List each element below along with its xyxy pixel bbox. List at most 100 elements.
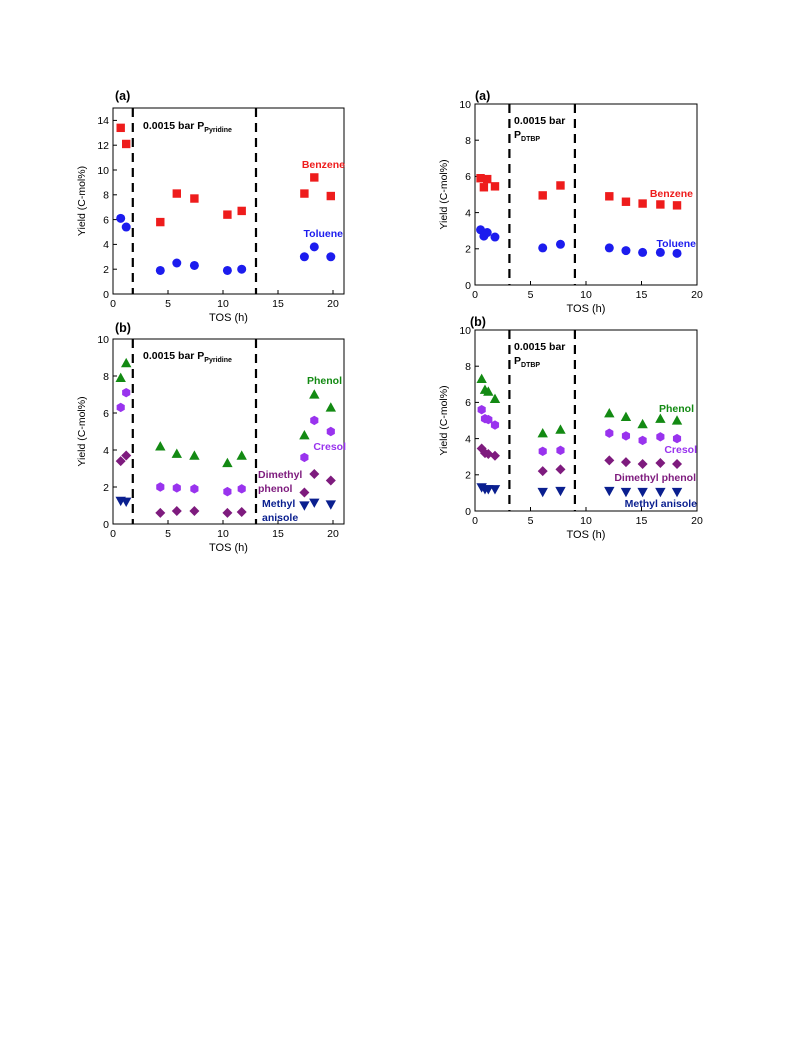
- data-point-toluene: [672, 248, 682, 258]
- data-point-phenol: [325, 402, 336, 412]
- series-label-dimethyl-phenol: phenol: [258, 483, 292, 495]
- series-cresol: [477, 404, 682, 456]
- panel-label: (a): [115, 89, 130, 103]
- data-point-cresol: [310, 415, 319, 426]
- data-point-dimethyl-phenol: [189, 506, 200, 517]
- data-point-methyl-anisole: [115, 496, 126, 507]
- data-point-cresol: [190, 484, 199, 494]
- data-point-phenol: [489, 393, 501, 403]
- data-point-benzene: [172, 189, 181, 198]
- y-tick-label: 2: [465, 244, 471, 256]
- x-axis-label: TOS (h): [209, 312, 248, 324]
- data-point-methyl-anisole: [555, 486, 566, 497]
- data-point-cresol: [605, 428, 614, 438]
- condition-subscript: DTBP: [521, 362, 540, 369]
- x-tick-label: 15: [272, 528, 284, 540]
- data-point-phenol: [236, 450, 247, 460]
- data-point-methyl-anisole: [604, 486, 615, 497]
- x-tick-label: 5: [165, 298, 171, 310]
- data-point-dimethyl-phenol: [121, 450, 132, 461]
- data-point-cresol: [156, 482, 165, 492]
- condition-main: 0.0015 bar P: [143, 120, 204, 132]
- data-point-phenol: [121, 357, 132, 368]
- data-point-dimethyl-phenol: [637, 458, 648, 469]
- data-point-benzene: [605, 192, 614, 201]
- y-tick-label: 4: [103, 445, 109, 457]
- data-point-benzene: [122, 139, 131, 149]
- data-point-dimethyl-phenol: [476, 443, 487, 454]
- data-point-toluene: [155, 265, 165, 275]
- x-tick-label: 0: [472, 289, 478, 301]
- y-tick-label: 10: [459, 325, 471, 337]
- y-tick-label: 6: [103, 214, 109, 226]
- data-point-methyl-anisole: [121, 497, 132, 507]
- data-point-cresol: [116, 402, 125, 413]
- data-point-toluene: [638, 247, 648, 257]
- y-tick-label: 10: [97, 334, 109, 346]
- series-label-cresol: Cresol: [313, 441, 346, 453]
- data-point-benzene: [556, 181, 565, 190]
- condition-label: PDTBP: [514, 355, 540, 369]
- data-point-cresol: [300, 452, 309, 463]
- series-label-methyl-anisole: Methyl anisole: [625, 498, 698, 510]
- data-point-methyl-anisole: [655, 487, 666, 498]
- condition-main: 0.0015 bar: [514, 341, 565, 353]
- data-point-cresol: [490, 420, 500, 430]
- data-point-toluene: [476, 225, 486, 235]
- y-tick-label: 8: [465, 361, 471, 373]
- data-point-methyl-anisole: [325, 500, 336, 510]
- series-label-benzene: Benzene: [650, 188, 693, 200]
- data-point-benzene: [476, 174, 485, 183]
- data-point-cresol: [484, 414, 493, 425]
- y-tick-label: 2: [103, 482, 109, 494]
- data-point-cresol: [656, 432, 665, 442]
- y-tick-label: 12: [97, 140, 109, 152]
- data-point-toluene: [621, 246, 631, 256]
- data-point-benzene: [638, 199, 647, 208]
- y-tick-label: 2: [103, 264, 109, 276]
- plot-frame: [112, 107, 345, 295]
- data-point-toluene: [326, 252, 336, 262]
- data-point-toluene: [222, 265, 232, 275]
- data-point-toluene: [482, 228, 492, 238]
- y-axis-label: Yield (C-mol%): [76, 166, 88, 236]
- data-point-phenol: [655, 413, 666, 423]
- data-point-dimethyl-phenol: [115, 456, 126, 467]
- series-dimethyl-phenol: [476, 443, 683, 477]
- data-point-methyl-anisole: [483, 485, 494, 495]
- series-label-dimethyl-phenol: Dimethyl: [258, 469, 302, 481]
- x-tick-label: 0: [110, 528, 116, 540]
- data-point-phenol: [620, 411, 632, 422]
- data-point-cresol: [672, 433, 682, 444]
- data-point-cresol: [477, 404, 486, 415]
- condition-label: PDTBP: [514, 129, 540, 143]
- x-tick-label: 15: [636, 289, 648, 301]
- y-tick-label: 8: [103, 190, 109, 202]
- y-tick-label: 14: [97, 115, 109, 127]
- series-benzene: [476, 174, 682, 210]
- data-point-benzene: [223, 210, 232, 219]
- data-point-benzene: [656, 200, 665, 209]
- series-label-methyl-anisole: Methyl: [262, 498, 295, 510]
- data-point-phenol: [555, 424, 566, 434]
- x-tick-label: 0: [110, 298, 116, 310]
- data-point-methyl-anisole: [537, 487, 548, 498]
- data-point-toluene: [121, 222, 131, 232]
- condition-main: 0.0015 bar P: [143, 350, 204, 362]
- data-point-cresol: [172, 483, 181, 493]
- x-tick-label: 0: [472, 515, 478, 527]
- data-point-dimethyl-phenol: [537, 466, 548, 477]
- y-tick-label: 8: [465, 135, 471, 147]
- series-label-dimethyl-phenol: Dimethyl phenol: [614, 472, 696, 484]
- series-toluene: [476, 225, 682, 258]
- x-tick-label: 15: [272, 298, 284, 310]
- data-point-cresol: [122, 387, 131, 398]
- data-point-cresol: [638, 435, 647, 446]
- x-tick-label: 20: [691, 515, 703, 527]
- data-point-benzene: [538, 191, 547, 200]
- data-point-methyl-anisole: [479, 485, 491, 495]
- series-phenol: [476, 373, 683, 438]
- data-point-methyl-anisole: [620, 487, 632, 498]
- panel-label: (b): [115, 321, 131, 335]
